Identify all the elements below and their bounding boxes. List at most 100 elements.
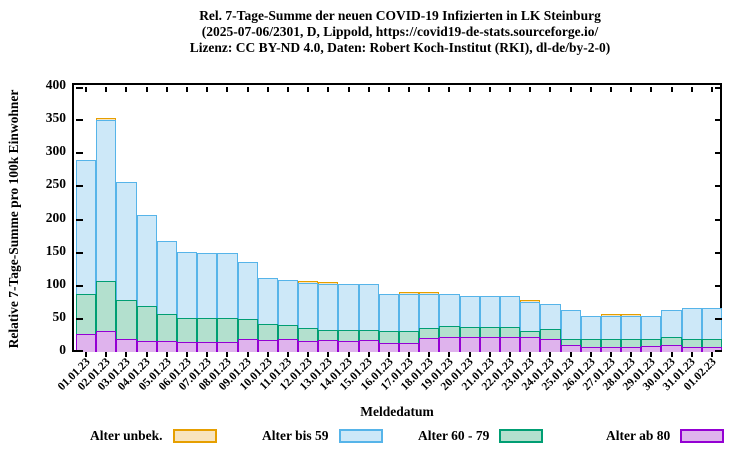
bar-segment [277, 324, 299, 340]
bar-segment [681, 308, 702, 339]
bar-segment [96, 118, 117, 121]
bar-segment [76, 334, 97, 352]
bar-group [338, 284, 359, 352]
tick-mark [715, 119, 722, 122]
bar-segment [600, 346, 622, 352]
bar-segment [318, 340, 339, 352]
legend-label-unbek: Alter unbek. [90, 428, 163, 443]
bar-segment [156, 313, 177, 342]
bar-group [560, 309, 581, 352]
legend-item-ab80: Alter ab 80 [606, 428, 725, 444]
tick-mark [387, 87, 390, 92]
tick-mark [186, 87, 189, 92]
tick-mark [327, 352, 330, 357]
bar-segment [378, 331, 399, 343]
bar-segment [76, 159, 97, 294]
tick-mark [715, 218, 722, 221]
tick-mark [670, 352, 673, 357]
bar-segment [701, 347, 722, 352]
bar-segment [96, 330, 117, 352]
tick-mark [569, 352, 572, 357]
tick-mark [549, 87, 552, 92]
legend-swatch-ab80 [680, 429, 725, 443]
plot-frame [72, 83, 722, 357]
tick-mark [105, 87, 108, 92]
bar-group [399, 292, 420, 352]
bar-segment [318, 284, 339, 331]
bar-segment [439, 336, 460, 352]
bar-segment [76, 293, 97, 335]
bar-segment [681, 338, 702, 348]
bar-segment [318, 330, 339, 341]
bar-segment [681, 347, 702, 352]
y-tick-label: 250 [45, 176, 66, 192]
bar-group [217, 252, 238, 352]
tick-mark [76, 284, 83, 287]
bar-segment [701, 338, 722, 348]
tick-mark [609, 87, 612, 92]
y-tick-label: 200 [45, 209, 66, 225]
bar-segment [257, 323, 278, 341]
tick-mark [327, 87, 330, 92]
bar-segment [399, 294, 420, 332]
bar-group [499, 296, 521, 352]
bar-segment [459, 296, 480, 327]
tick-mark [125, 87, 128, 92]
legend-label-60-79: Alter 60 - 79 [418, 428, 490, 443]
bar-group [479, 296, 500, 352]
bar-segment [399, 292, 420, 295]
bar-group [600, 313, 622, 352]
bar-segment [520, 300, 541, 303]
bar-segment [499, 296, 521, 327]
tick-mark [715, 251, 722, 254]
bar-segment [459, 336, 480, 352]
bar-segment [237, 318, 258, 339]
tick-mark [76, 218, 83, 221]
bar-segment [520, 302, 541, 331]
bar-group [661, 310, 682, 352]
bar-segment [641, 339, 662, 347]
bar-group [197, 252, 218, 352]
bar-segment [560, 345, 581, 352]
tick-mark [105, 352, 108, 357]
tick-mark [428, 352, 431, 357]
bar-segment [318, 282, 339, 285]
bar-segment [156, 240, 177, 314]
bar-segment [419, 292, 440, 295]
bar-group [520, 300, 541, 352]
legend-swatch-unbek [172, 429, 217, 443]
tick-mark [428, 87, 431, 92]
bar-group [580, 316, 601, 352]
bar-segment [378, 294, 399, 332]
legend-label-ab80: Alter ab 80 [606, 428, 671, 443]
bar-group [237, 261, 258, 352]
bar-segment [176, 342, 198, 352]
bar-segment [641, 346, 662, 352]
bar-segment [277, 279, 299, 325]
bar-segment [116, 339, 137, 352]
tick-mark [715, 185, 722, 188]
tick-mark [715, 284, 722, 287]
bar-segment [540, 338, 561, 352]
tick-mark [347, 87, 350, 92]
tick-mark [85, 352, 88, 357]
bar-group [318, 282, 339, 352]
bar-segment [176, 251, 198, 318]
chart-title-line-3: Lizenz: CC BY-ND 4.0, Daten: Robert Koch… [189, 40, 611, 55]
tick-mark [589, 87, 592, 92]
tick-mark [468, 87, 471, 92]
bar-segment [197, 252, 218, 318]
bar-segment [217, 318, 238, 343]
bar-group [156, 240, 177, 352]
bar-segment [560, 338, 581, 346]
tick-mark [488, 87, 491, 92]
bar-segment [560, 309, 581, 339]
y-tick-label: 50 [52, 308, 67, 324]
tick-mark [509, 352, 512, 357]
bar-segment [197, 342, 218, 352]
y-tick-label: 150 [45, 242, 66, 258]
tick-mark [690, 87, 693, 92]
chart-title-line-1: Rel. 7-Tage-Summe der neuen COVID-19 Inf… [199, 8, 601, 23]
y-tick-label: 350 [45, 110, 66, 126]
bar-segment [661, 310, 682, 337]
